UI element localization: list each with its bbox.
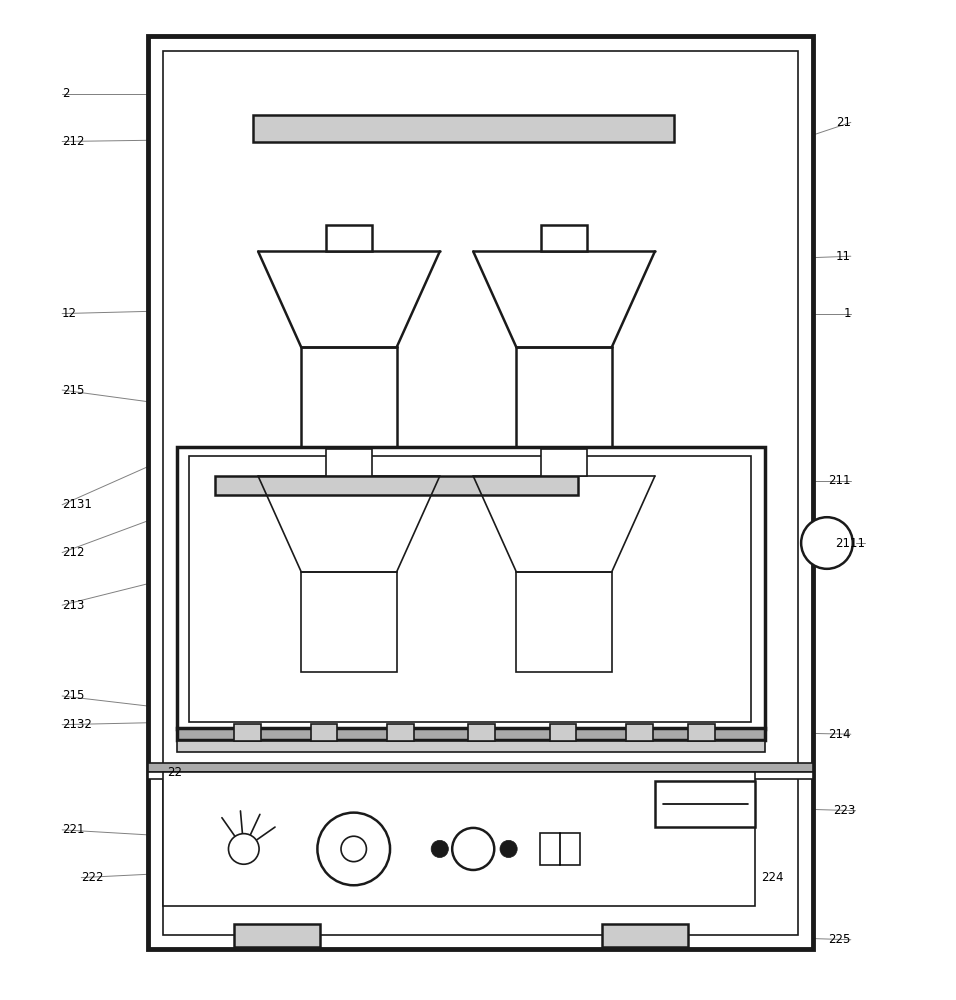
Bar [540, 833, 580, 865]
Text: 21: 21 [836, 116, 851, 129]
Bar [189, 456, 751, 722]
Text: 1: 1 [843, 307, 851, 320]
Circle shape [341, 836, 366, 862]
Bar [326, 225, 372, 251]
Text: 222: 222 [81, 871, 104, 884]
Bar [253, 115, 674, 141]
Bar [387, 724, 414, 741]
Text: 215: 215 [62, 384, 84, 397]
Bar [177, 741, 765, 752]
Bar [177, 447, 765, 729]
Text: 12: 12 [62, 307, 77, 320]
Bar [516, 572, 612, 672]
Circle shape [500, 840, 517, 858]
Text: 214: 214 [828, 728, 851, 741]
Bar [234, 924, 320, 947]
Circle shape [801, 517, 853, 569]
Bar [516, 347, 612, 447]
Text: 223: 223 [834, 804, 856, 817]
Text: 224: 224 [761, 871, 784, 884]
Circle shape [228, 834, 259, 864]
Circle shape [452, 828, 494, 870]
Text: 2132: 2132 [62, 718, 92, 731]
Bar [148, 772, 813, 779]
Bar [468, 724, 495, 741]
Circle shape [431, 840, 448, 858]
Bar [655, 781, 755, 827]
Bar [688, 724, 715, 741]
Text: 212: 212 [62, 135, 85, 148]
Bar [602, 924, 688, 947]
Bar [234, 724, 261, 741]
Text: 225: 225 [829, 933, 851, 946]
Bar [326, 449, 372, 476]
Bar [177, 728, 765, 740]
Bar [626, 724, 653, 741]
Bar [163, 51, 798, 935]
Text: 212: 212 [62, 546, 85, 559]
Bar [163, 772, 755, 906]
Bar [541, 225, 587, 251]
Bar [541, 449, 587, 476]
Text: 2131: 2131 [62, 498, 92, 511]
Text: 22: 22 [167, 766, 183, 779]
Bar [550, 724, 576, 741]
Text: 215: 215 [62, 689, 84, 702]
Bar [301, 572, 397, 672]
Bar [215, 476, 578, 495]
Text: 211: 211 [828, 474, 851, 487]
Circle shape [317, 813, 390, 885]
Text: 11: 11 [836, 250, 851, 263]
Bar [148, 763, 813, 772]
Text: 213: 213 [62, 599, 84, 612]
Bar [311, 724, 337, 741]
Text: 2: 2 [62, 87, 70, 100]
Text: 2111: 2111 [836, 537, 865, 550]
Text: 221: 221 [62, 823, 85, 836]
Bar [301, 347, 397, 447]
Bar [148, 36, 813, 949]
